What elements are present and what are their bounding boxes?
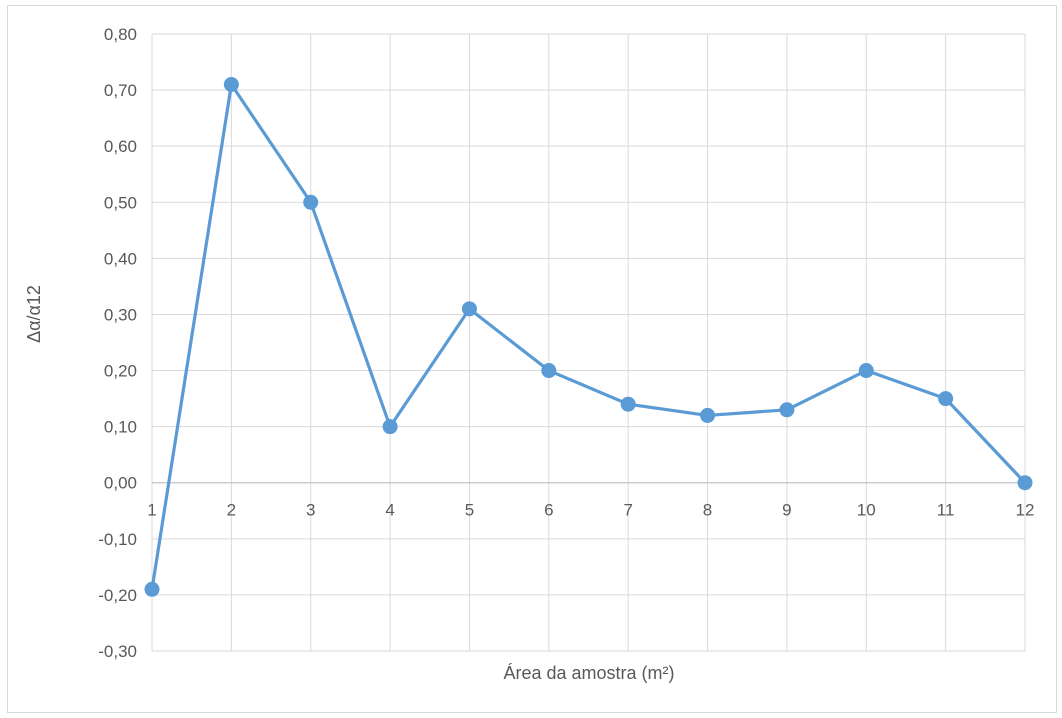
- y-tick-label: 0,50: [104, 193, 137, 212]
- x-tick-label: 5: [465, 501, 474, 520]
- x-tick-label: 4: [385, 501, 394, 520]
- data-point-marker: [858, 363, 874, 379]
- y-tick-label: -0,20: [98, 586, 137, 605]
- y-tick-label: 0,20: [104, 362, 137, 381]
- y-tick-label: 0,60: [104, 137, 137, 156]
- y-tick-label: -0,30: [98, 642, 137, 661]
- data-point-marker: [223, 76, 239, 92]
- x-tick-label: 7: [623, 501, 632, 520]
- series-line: [150, 82, 1027, 590]
- y-tick-label: 0,80: [104, 25, 137, 44]
- data-point-marker: [938, 391, 954, 407]
- x-tick-label: 10: [857, 501, 876, 520]
- y-tick-labels: -0,30 -0,20 -0,10 0,00 0,10 0,20 0,30 0,40 0,50 0…: [98, 25, 137, 661]
- data-point-marker: [620, 396, 636, 412]
- data-point-marker: [303, 194, 319, 210]
- data-point-marker: [461, 301, 477, 317]
- y-tick-label: 0,40: [104, 249, 137, 268]
- data-point-marker: [144, 581, 160, 597]
- data-point-marker: [779, 402, 795, 418]
- x-tick-label: 8: [703, 501, 712, 520]
- y-tick-label: 0,00: [104, 474, 137, 493]
- y-tick-label: 0,30: [104, 305, 137, 324]
- gridlines: [151, 33, 1026, 652]
- y-tick-label: -0,10: [98, 530, 137, 549]
- x-axis-title: Área da amostra (m²): [503, 663, 674, 683]
- x-tick-label: 12: [1016, 501, 1035, 520]
- x-tick-label: 11: [937, 501, 955, 520]
- y-tick-label: 0,70: [104, 81, 137, 100]
- x-tick-label: 9: [782, 501, 791, 520]
- data-point-marker: [700, 407, 716, 423]
- x-tick-labels: 1 2 3 4 5 6 7 8 9 10 11 12: [147, 501, 1034, 520]
- y-axis-title: Δα/α12: [24, 285, 44, 343]
- y-tick-label: 0,10: [104, 418, 137, 437]
- x-tick-label: 6: [544, 501, 553, 520]
- series: [144, 76, 1033, 597]
- data-point-marker: [541, 363, 557, 379]
- x-tick-label: 1: [147, 501, 156, 520]
- data-point-marker: [382, 419, 398, 435]
- data-point-marker: [1017, 475, 1033, 491]
- x-tick-label: 3: [306, 501, 315, 520]
- x-tick-label: 2: [227, 501, 236, 520]
